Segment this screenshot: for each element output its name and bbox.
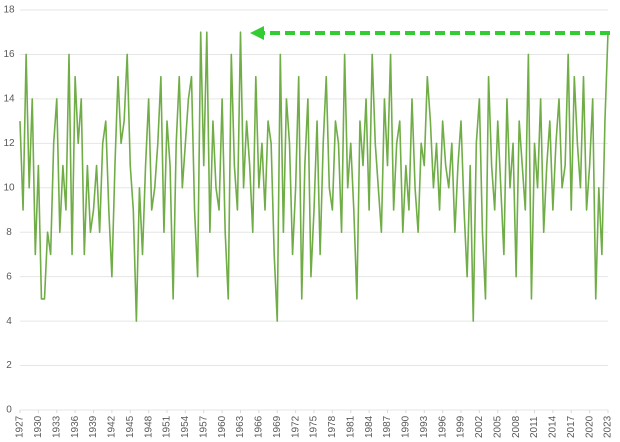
y-tick-label: 16: [3, 49, 15, 60]
x-tick-label: 1966: [254, 415, 265, 438]
x-tick-label: 1990: [401, 415, 412, 438]
y-tick-label: 6: [6, 271, 12, 282]
x-tick-label: 1984: [364, 415, 375, 438]
x-tick-label: 1957: [198, 415, 209, 438]
y-tick-label: 8: [6, 227, 12, 238]
x-tick-label: 1939: [88, 415, 99, 438]
x-tick-label: 1951: [162, 415, 173, 438]
x-tick-label: 1972: [290, 415, 301, 438]
y-tick-label: 12: [3, 138, 15, 149]
x-tick-label: 1954: [180, 415, 191, 438]
x-tick-label: 1993: [419, 415, 430, 438]
x-tick-label: 1933: [51, 415, 62, 438]
x-tick-label: 2023: [603, 415, 614, 438]
x-tick-label: 1942: [107, 415, 118, 438]
x-tick-label: 1960: [217, 415, 228, 438]
x-tick-label: 1963: [235, 415, 246, 438]
y-tick-label: 4: [6, 316, 12, 327]
y-tick-label: 14: [3, 94, 15, 105]
x-tick-label: 1930: [33, 415, 44, 438]
x-tick-label: 1948: [143, 415, 154, 438]
x-tick-label: 1999: [456, 415, 467, 438]
x-tick-label: 1978: [327, 415, 338, 438]
x-tick-label: 1945: [125, 415, 136, 438]
x-tick-label: 1996: [437, 415, 448, 438]
x-tick-label: 2008: [511, 415, 522, 438]
arrow-head: [250, 26, 264, 40]
y-tick-label: 18: [3, 5, 15, 16]
annotation-arrow: [250, 26, 610, 40]
data-line: [19, 31, 609, 322]
y-tick-label: 2: [6, 360, 12, 371]
x-tick-label: 2017: [566, 415, 577, 438]
x-tick-label: 1975: [309, 415, 320, 438]
x-tick-label: 1936: [70, 415, 81, 438]
x-tick-label: 2005: [492, 415, 503, 438]
x-tick-label: 1969: [272, 415, 283, 438]
y-tick-label: 0: [6, 405, 12, 416]
y-tick-label: 10: [3, 182, 15, 193]
x-tick-label: 2020: [584, 415, 595, 438]
x-tick-label: 1981: [345, 415, 356, 438]
x-tick-label: 2011: [529, 416, 540, 438]
x-tick-label: 2002: [474, 415, 485, 438]
x-tick-label: 1987: [382, 415, 393, 438]
x-tick-label: 1927: [15, 415, 26, 438]
x-tick-label: 2014: [548, 415, 559, 438]
